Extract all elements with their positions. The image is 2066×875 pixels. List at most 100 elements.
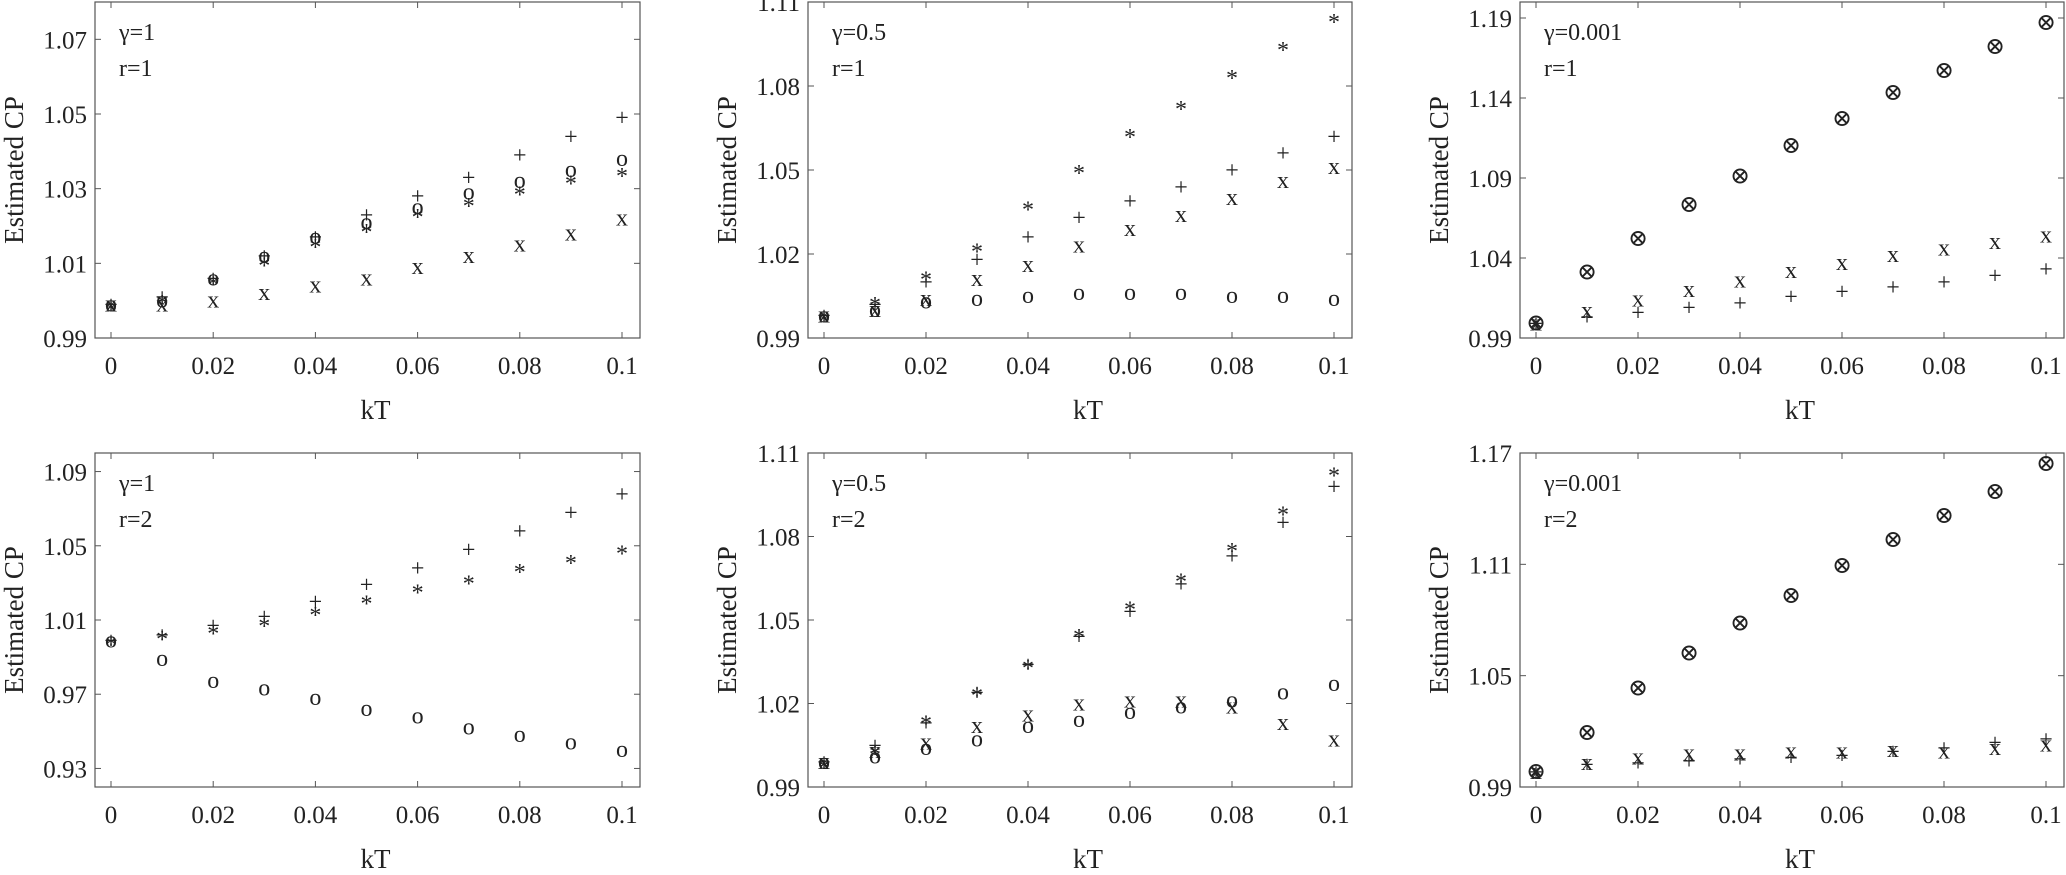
data-point: * — [971, 684, 983, 710]
data-point: o — [258, 676, 270, 702]
data-point: o — [1328, 671, 1340, 697]
x-tick-label: 0.06 — [1820, 802, 1864, 829]
data-point: o — [1328, 286, 1340, 312]
data-point: o — [361, 209, 373, 235]
y-tick-label: 1.11 — [1469, 552, 1512, 579]
data-point: x — [869, 738, 881, 764]
data-point: o — [1277, 283, 1289, 309]
data-point: o — [565, 729, 577, 755]
plot-frame — [94, 1, 641, 339]
data-point: * — [463, 571, 475, 597]
data-point: * — [514, 183, 526, 209]
y-axis-title: Estimated CP — [1424, 96, 1454, 244]
data-point: * — [1073, 161, 1085, 187]
data-point: x — [1530, 759, 1542, 785]
data-point: + — [817, 750, 831, 776]
panel-1: 0 0.02 0.04 0.06 0.08 0.1 0.99 1.01 1.03 1.05 1.07… — [0, 1, 641, 425]
data-point: + — [462, 165, 476, 191]
x-tick-label: 0.04 — [294, 802, 338, 829]
data-point: x — [1734, 741, 1746, 767]
data-point: x — [1938, 739, 1950, 765]
data-point: o — [1175, 280, 1187, 306]
data-point: x — [105, 291, 117, 317]
data-point: * — [565, 551, 577, 577]
data-point: * — [818, 756, 830, 782]
y-tick-label: 1.05 — [43, 534, 87, 561]
plot-frame — [1519, 452, 2065, 788]
data-point: * — [207, 621, 219, 647]
data-point: o — [1175, 693, 1187, 719]
series-+: + + + + + + + + + + + — [817, 124, 1341, 329]
data-point: * — [1226, 539, 1238, 565]
y-tick-label: 1.08 — [756, 74, 800, 101]
data-point: + — [1225, 544, 1239, 570]
data-point: o — [1073, 707, 1085, 733]
data-point: + — [1327, 124, 1341, 150]
series-+: + + + + + + + + + + + — [104, 482, 629, 655]
data-point: + — [615, 482, 629, 508]
x-tick-label: 0.04 — [1006, 353, 1050, 380]
data-point: x — [207, 288, 219, 314]
data-point: x — [1328, 727, 1340, 753]
x-tick-label: 0.08 — [1922, 353, 1966, 380]
x-tick-label: 0 — [105, 802, 118, 829]
data-point: ⊗ — [1934, 58, 1954, 84]
data-point: + — [2039, 257, 2053, 283]
x-tick-label: 0.02 — [191, 353, 235, 380]
data-point: o — [1277, 679, 1289, 705]
data-point: o — [565, 157, 577, 183]
y-tick-label: 1.11 — [757, 441, 800, 468]
data-point: o — [309, 224, 321, 250]
data-point: x — [616, 206, 628, 232]
data-point: * — [1124, 597, 1136, 623]
data-point: + — [1021, 653, 1035, 679]
data-point: + — [309, 589, 323, 615]
data-point: x — [1887, 737, 1899, 763]
data-point: o — [1022, 713, 1034, 739]
panel-3: 0 0.02 0.04 0.06 0.08 0.1 0.99 1.04 1.09 1.14 1.19… — [1424, 1, 2065, 425]
data-point: * — [1277, 38, 1289, 64]
x-tick-label: 0.02 — [1616, 802, 1660, 829]
x-tick-label: 0.1 — [2030, 353, 2061, 380]
x-tick-label: 0 — [818, 802, 831, 829]
x-tick-label: 0.06 — [1108, 802, 1152, 829]
data-point: + — [104, 628, 118, 654]
data-point: ⊗ — [1985, 34, 2005, 60]
data-point: x — [818, 303, 830, 329]
data-point: x — [309, 273, 321, 299]
data-point: x — [1022, 252, 1034, 278]
data-point: + — [258, 604, 272, 630]
data-point: + — [1276, 141, 1290, 167]
data-point: + — [1580, 753, 1594, 779]
data-point: + — [360, 573, 374, 599]
x-axis-title: kT — [1785, 395, 1816, 425]
gamma-annotation: γ=1 — [118, 20, 155, 46]
data-point: * — [361, 592, 373, 618]
series-*: * * * * * * * * * * * — [105, 164, 628, 324]
data-point: x — [1989, 735, 2001, 761]
data-point: ⊗ — [1985, 479, 2005, 505]
y-tick-label: 1.07 — [43, 27, 87, 54]
series-o: o o o o o o o o o o o — [818, 671, 1340, 775]
data-point: o — [1124, 280, 1136, 306]
series-x: x x x x x x x x x x x — [818, 688, 1340, 775]
data-point: + — [411, 556, 425, 582]
data-point: + — [1072, 625, 1086, 651]
y-tick-label: 0.99 — [1468, 775, 1512, 802]
x-tick-label: 0.06 — [396, 353, 440, 380]
data-point: ⊗ — [1526, 311, 1546, 337]
data-point: x — [1836, 250, 1848, 276]
data-point: ⊗ — [1577, 720, 1597, 746]
data-point: + — [206, 614, 220, 640]
data-point: + — [1123, 189, 1137, 215]
data-point: x — [1785, 258, 1797, 284]
y-tick-label: 1.05 — [43, 102, 87, 129]
data-point: * — [565, 171, 577, 197]
data-point: o — [818, 749, 830, 775]
x-tick-label: 0 — [105, 353, 118, 380]
data-point: * — [156, 291, 168, 317]
data-point: * — [1175, 569, 1187, 595]
data-point: * — [156, 627, 168, 653]
data-point: + — [868, 292, 882, 318]
y-tick-label: 1.09 — [43, 460, 87, 487]
